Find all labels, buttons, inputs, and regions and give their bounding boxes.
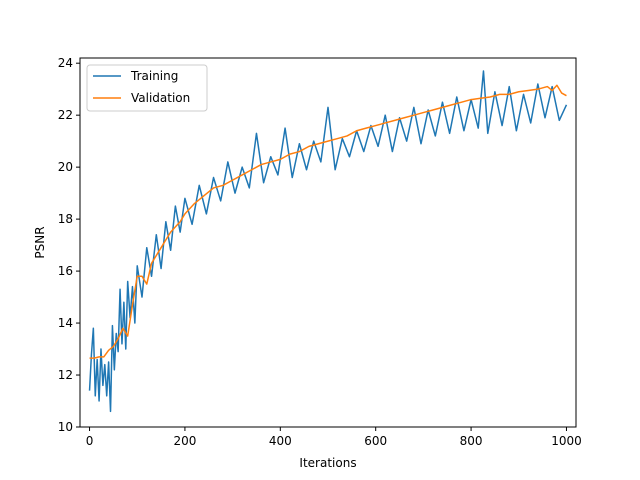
legend-label-validation: Validation xyxy=(131,91,190,105)
legend: Training Validation xyxy=(86,64,208,112)
series-layer xyxy=(88,70,568,413)
x-axis-label: Iterations xyxy=(299,456,356,470)
y-tick-label: 18 xyxy=(58,212,73,226)
series-line-training xyxy=(88,70,568,413)
y-tick-label: 12 xyxy=(58,368,73,382)
y-axis-label: PSNR xyxy=(33,226,47,258)
x-tick-label: 600 xyxy=(364,434,387,448)
x-tick-label: 200 xyxy=(173,434,196,448)
y-tick-label: 24 xyxy=(58,56,73,70)
y-axis-ticks: 10 12 14 16 18 20 22 24 xyxy=(58,56,80,434)
x-tick-label: 400 xyxy=(269,434,292,448)
y-tick-label: 22 xyxy=(58,108,73,122)
x-tick-label: 0 xyxy=(86,434,94,448)
x-tick-label: 1000 xyxy=(551,434,582,448)
legend-label-training: Training xyxy=(130,69,178,83)
series-line-validation xyxy=(89,84,567,359)
y-tick-label: 20 xyxy=(58,160,73,174)
x-tick-label: 800 xyxy=(460,434,483,448)
x-axis-ticks: 0 200 400 600 800 1000 xyxy=(86,427,582,448)
axes-frame xyxy=(79,57,577,428)
y-tick-label: 10 xyxy=(58,420,73,434)
y-tick-label: 14 xyxy=(58,316,73,330)
y-tick-label: 16 xyxy=(58,264,73,278)
